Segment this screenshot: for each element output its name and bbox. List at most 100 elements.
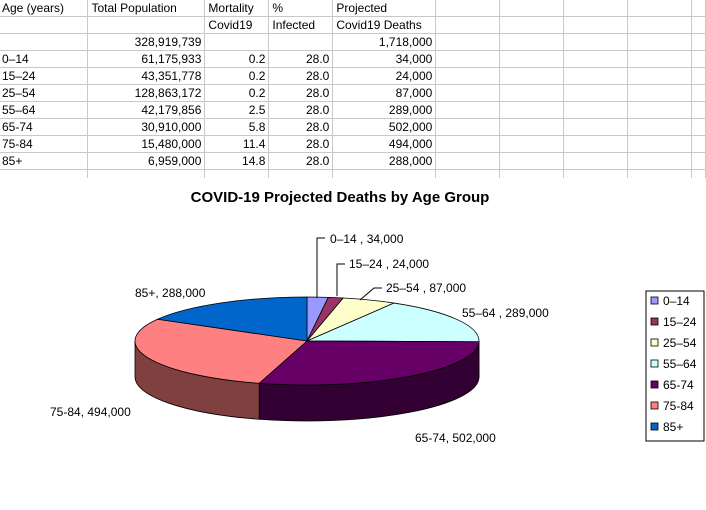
sheet-cell[interactable]: Infected: [268, 16, 334, 34]
sheet-cell[interactable]: [627, 101, 692, 119]
sheet-cell[interactable]: [691, 50, 706, 68]
sheet-cell[interactable]: 0.2: [204, 84, 270, 102]
sheet-cell[interactable]: 43,351,778: [87, 67, 206, 85]
sheet-cell[interactable]: Projected: [332, 0, 437, 17]
sheet-cell[interactable]: 128,863,172: [87, 84, 206, 102]
sheet-cell[interactable]: [204, 33, 270, 51]
sheet-cell[interactable]: [563, 33, 629, 51]
sheet-cell[interactable]: [499, 152, 565, 170]
sheet-cell[interactable]: [627, 152, 692, 170]
sheet-cell[interactable]: [435, 0, 501, 17]
sheet-cell[interactable]: 61,175,933: [87, 50, 206, 68]
sheet-cell[interactable]: [691, 118, 706, 136]
sheet-cell[interactable]: 25–54: [0, 84, 89, 102]
sheet-cell[interactable]: [627, 16, 692, 34]
sheet-cell[interactable]: 24,000: [332, 67, 437, 85]
sheet-cell[interactable]: [563, 118, 629, 136]
sheet-cell[interactable]: [0, 33, 89, 51]
sheet-cell[interactable]: 28.0: [268, 118, 334, 136]
sheet-cell[interactable]: 30,910,000: [87, 118, 206, 136]
sheet-cell[interactable]: 87,000: [332, 84, 437, 102]
sheet-cell[interactable]: [563, 84, 629, 102]
sheet-cell[interactable]: Age (years): [0, 0, 89, 17]
sheet-cell[interactable]: [499, 16, 565, 34]
sheet-cell[interactable]: [499, 101, 565, 119]
sheet-cell[interactable]: 15,480,000: [87, 135, 206, 153]
sheet-cell[interactable]: 6,959,000: [87, 152, 206, 170]
sheet-cell[interactable]: 55–64: [0, 101, 89, 119]
sheet-cell[interactable]: [435, 33, 501, 51]
sheet-cell[interactable]: [268, 33, 334, 51]
sheet-cell[interactable]: 28.0: [268, 135, 334, 153]
sheet-cell[interactable]: [627, 84, 692, 102]
sheet-cell[interactable]: 75-84: [0, 135, 89, 153]
sheet-cell[interactable]: 28.0: [268, 50, 334, 68]
sheet-cell[interactable]: [627, 135, 692, 153]
sheet-cell[interactable]: [435, 135, 501, 153]
sheet-cell[interactable]: [499, 169, 565, 178]
sheet-cell[interactable]: [499, 118, 565, 136]
sheet-cell[interactable]: [691, 67, 706, 85]
sheet-cell[interactable]: 502,000: [332, 118, 437, 136]
sheet-cell[interactable]: [691, 84, 706, 102]
sheet-cell[interactable]: [691, 169, 706, 178]
sheet-cell[interactable]: [563, 50, 629, 68]
sheet-cell[interactable]: 28.0: [268, 84, 334, 102]
sheet-cell[interactable]: [627, 0, 692, 17]
sheet-cell[interactable]: [435, 101, 501, 119]
sheet-cell[interactable]: [627, 118, 692, 136]
sheet-cell[interactable]: 11.4: [204, 135, 270, 153]
sheet-cell[interactable]: [87, 169, 206, 178]
sheet-cell[interactable]: Covid19: [204, 16, 270, 34]
sheet-cell[interactable]: 5.8: [204, 118, 270, 136]
sheet-cell[interactable]: [435, 118, 501, 136]
sheet-cell[interactable]: Mortality: [204, 0, 270, 17]
sheet-cell[interactable]: [435, 84, 501, 102]
sheet-cell[interactable]: [563, 67, 629, 85]
sheet-cell[interactable]: [435, 50, 501, 68]
sheet-cell[interactable]: 42,179,856: [87, 101, 206, 119]
sheet-cell[interactable]: [627, 67, 692, 85]
sheet-cell[interactable]: Total Population: [87, 0, 206, 17]
sheet-cell[interactable]: [499, 67, 565, 85]
sheet-cell[interactable]: [691, 16, 706, 34]
sheet-cell[interactable]: [563, 0, 629, 17]
sheet-cell[interactable]: 65-74: [0, 118, 89, 136]
sheet-cell[interactable]: [435, 67, 501, 85]
sheet-cell[interactable]: Covid19 Deaths: [332, 16, 437, 34]
sheet-cell[interactable]: 28.0: [268, 101, 334, 119]
sheet-cell[interactable]: 15–24: [0, 67, 89, 85]
sheet-cell[interactable]: [691, 101, 706, 119]
sheet-cell[interactable]: [499, 0, 565, 17]
sheet-cell[interactable]: [691, 0, 706, 17]
sheet-cell[interactable]: 34,000: [332, 50, 437, 68]
sheet-cell[interactable]: [563, 101, 629, 119]
sheet-cell[interactable]: [0, 16, 89, 34]
sheet-cell[interactable]: [691, 135, 706, 153]
sheet-cell[interactable]: [268, 169, 334, 178]
sheet-cell[interactable]: 28.0: [268, 152, 334, 170]
sheet-cell[interactable]: 0.2: [204, 50, 270, 68]
sheet-cell[interactable]: [627, 33, 692, 51]
sheet-cell[interactable]: [499, 50, 565, 68]
sheet-cell[interactable]: [499, 84, 565, 102]
sheet-cell[interactable]: [563, 135, 629, 153]
sheet-cell[interactable]: [204, 169, 270, 178]
sheet-cell[interactable]: 1,718,000: [332, 33, 437, 51]
sheet-cell[interactable]: [627, 50, 692, 68]
sheet-cell[interactable]: [435, 152, 501, 170]
sheet-cell[interactable]: %: [268, 0, 334, 17]
sheet-cell[interactable]: 494,000: [332, 135, 437, 153]
sheet-cell[interactable]: [563, 169, 629, 178]
sheet-cell[interactable]: [332, 169, 437, 178]
sheet-cell[interactable]: 28.0: [268, 67, 334, 85]
sheet-cell[interactable]: [563, 16, 629, 34]
sheet-cell[interactable]: 328,919,739: [87, 33, 206, 51]
sheet-cell[interactable]: 2.5: [204, 101, 270, 119]
sheet-cell[interactable]: [627, 169, 692, 178]
sheet-cell[interactable]: 288,000: [332, 152, 437, 170]
sheet-cell[interactable]: [435, 169, 501, 178]
sheet-cell[interactable]: 0–14: [0, 50, 89, 68]
sheet-cell[interactable]: [435, 16, 501, 34]
sheet-cell[interactable]: [0, 169, 89, 178]
